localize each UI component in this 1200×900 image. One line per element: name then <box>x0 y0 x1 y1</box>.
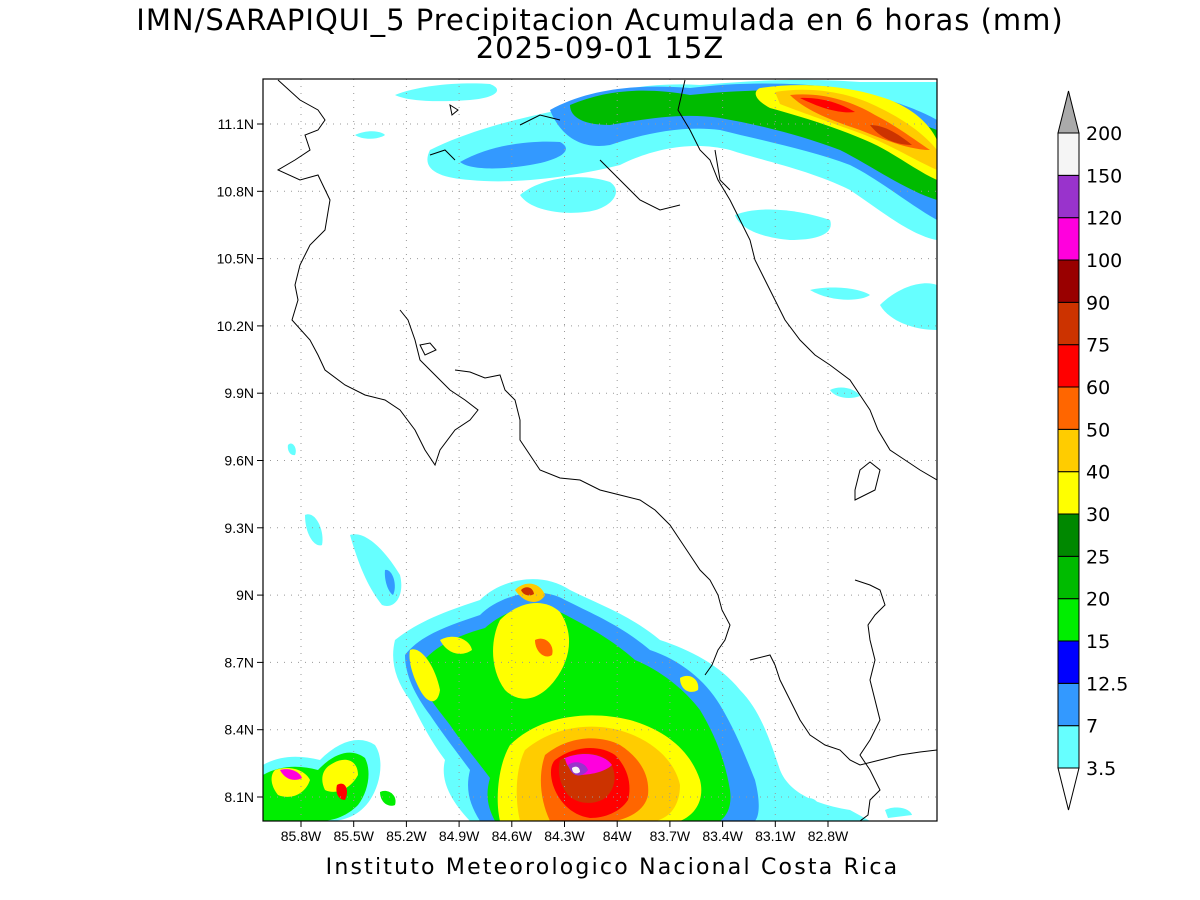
lon-tick-label: 84.9W <box>439 828 480 844</box>
colorbar-swatch <box>1057 132 1080 176</box>
rain-area <box>460 141 566 169</box>
precipitation-field <box>263 79 937 821</box>
colorbar-swatch <box>1057 174 1080 219</box>
lon-tick-label: 85.5W <box>333 828 374 844</box>
lat-tick-label: 8.1N <box>224 789 254 805</box>
lat-tick-label: 8.4N <box>224 722 254 738</box>
colorbar-swatch <box>1057 598 1080 642</box>
lat-tick-label: 11.1N <box>218 116 254 132</box>
colorbar-swatch <box>1057 513 1080 557</box>
colorbar-swatch <box>1057 217 1080 261</box>
colorbar-label: 120 <box>1086 208 1122 230</box>
colorbar-label: 150 <box>1086 165 1122 187</box>
rain-area <box>305 514 323 546</box>
rain-area <box>810 287 870 300</box>
colorbar-swatch <box>1057 386 1080 430</box>
lon-tick-label: 84W <box>603 828 633 844</box>
colorbar-label: 15 <box>1086 631 1110 653</box>
rain-area <box>384 569 395 595</box>
colorbar-label: 90 <box>1086 292 1110 314</box>
lat-tick-label: 10.5N <box>217 251 254 267</box>
lon-tick-label: 85.8W <box>281 828 322 844</box>
lat-tick-label: 9.6N <box>224 453 254 469</box>
lon-tick-label: 83.1W <box>755 828 796 844</box>
rain-area <box>520 177 616 213</box>
colorbar-swatch <box>1057 725 1080 769</box>
latitude-axis: 11.1N 10.8N 10.5N 10.2N 9.9N 9.6N 9.3N 9N 8.7N 8.… <box>217 116 263 805</box>
colorbar-arrow-top <box>1057 90 1080 134</box>
colorbar-label: 60 <box>1086 377 1110 399</box>
rain-area <box>280 769 302 780</box>
colorbar-swatch <box>1057 344 1080 388</box>
rain-area <box>380 790 396 806</box>
colorbar-arrow-bottom <box>1057 767 1080 811</box>
colorbar-label: 12.5 <box>1086 673 1128 695</box>
rain-area <box>800 797 819 809</box>
lat-tick-label: 10.2N <box>217 318 254 334</box>
rain-area <box>885 807 912 818</box>
rain-area <box>521 587 534 596</box>
rain-area <box>322 759 358 792</box>
lat-tick-label: 9N <box>236 587 254 603</box>
rain-area <box>680 675 699 692</box>
coastline <box>276 79 937 821</box>
lat-tick-label: 9.9N <box>224 385 254 401</box>
map-datetime: 2025-09-01 15Z <box>475 31 725 65</box>
lon-tick-label: 85.2W <box>386 828 427 844</box>
colorbar-label: 100 <box>1086 250 1122 272</box>
colorbar-label: 7 <box>1086 716 1098 738</box>
colorbar-label: 25 <box>1086 546 1110 568</box>
rain-area <box>336 783 348 800</box>
colorbar-swatch <box>1057 471 1080 515</box>
colorbar-label: 3.5 <box>1086 758 1116 780</box>
rain-area <box>880 283 937 330</box>
lat-tick-label: 8.7N <box>224 654 254 670</box>
rain-area <box>287 443 296 456</box>
rain-area <box>572 766 580 774</box>
rain-area <box>440 636 472 654</box>
lon-tick-label: 82.8W <box>808 828 849 844</box>
colorbar-swatch <box>1057 301 1080 346</box>
rain-area <box>870 125 912 145</box>
lat-tick-label: 9.3N <box>224 520 254 536</box>
colorbar-label: 200 <box>1086 123 1122 145</box>
colorbar-label: 50 <box>1086 419 1110 441</box>
colorbar-swatch <box>1057 259 1080 303</box>
colorbar-swatch <box>1057 428 1080 473</box>
graticule <box>263 79 937 821</box>
colorbar-label: 30 <box>1086 504 1110 526</box>
lon-tick-label: 84.3W <box>544 828 585 844</box>
colorbar-label: 75 <box>1086 335 1110 357</box>
footer-credit: Instituto Meteorologico Nacional Costa R… <box>325 855 900 880</box>
rain-area <box>355 131 385 139</box>
colorbar-swatch <box>1057 640 1080 684</box>
rain-area <box>800 97 855 113</box>
lon-tick-label: 83.7W <box>650 828 691 844</box>
plot-frame <box>262 78 938 822</box>
lon-tick-label: 83.4W <box>702 828 743 844</box>
lat-tick-label: 10.8N <box>217 183 254 199</box>
lon-tick-label: 84.6W <box>492 828 533 844</box>
colorbar-label: 40 <box>1086 462 1110 484</box>
rain-area <box>395 83 498 102</box>
rain-area <box>735 209 831 240</box>
colorbar-label: 20 <box>1086 589 1110 611</box>
longitude-axis: 85.8W 85.5W 85.2W 84.9W 84.6W 84.3W 84W 83.7W 83… <box>281 821 849 844</box>
rain-area <box>535 638 553 657</box>
map-title: IMN/SARAPIQUI_5 Precipitacion Acumulada … <box>136 3 1064 37</box>
colorbar-swatch <box>1057 555 1080 600</box>
colorbar-legend: 3.5 7 12.5 15 20 25 30 40 50 60 75 90 100 120 150 200 <box>1057 90 1128 811</box>
colorbar-swatch <box>1057 682 1080 727</box>
